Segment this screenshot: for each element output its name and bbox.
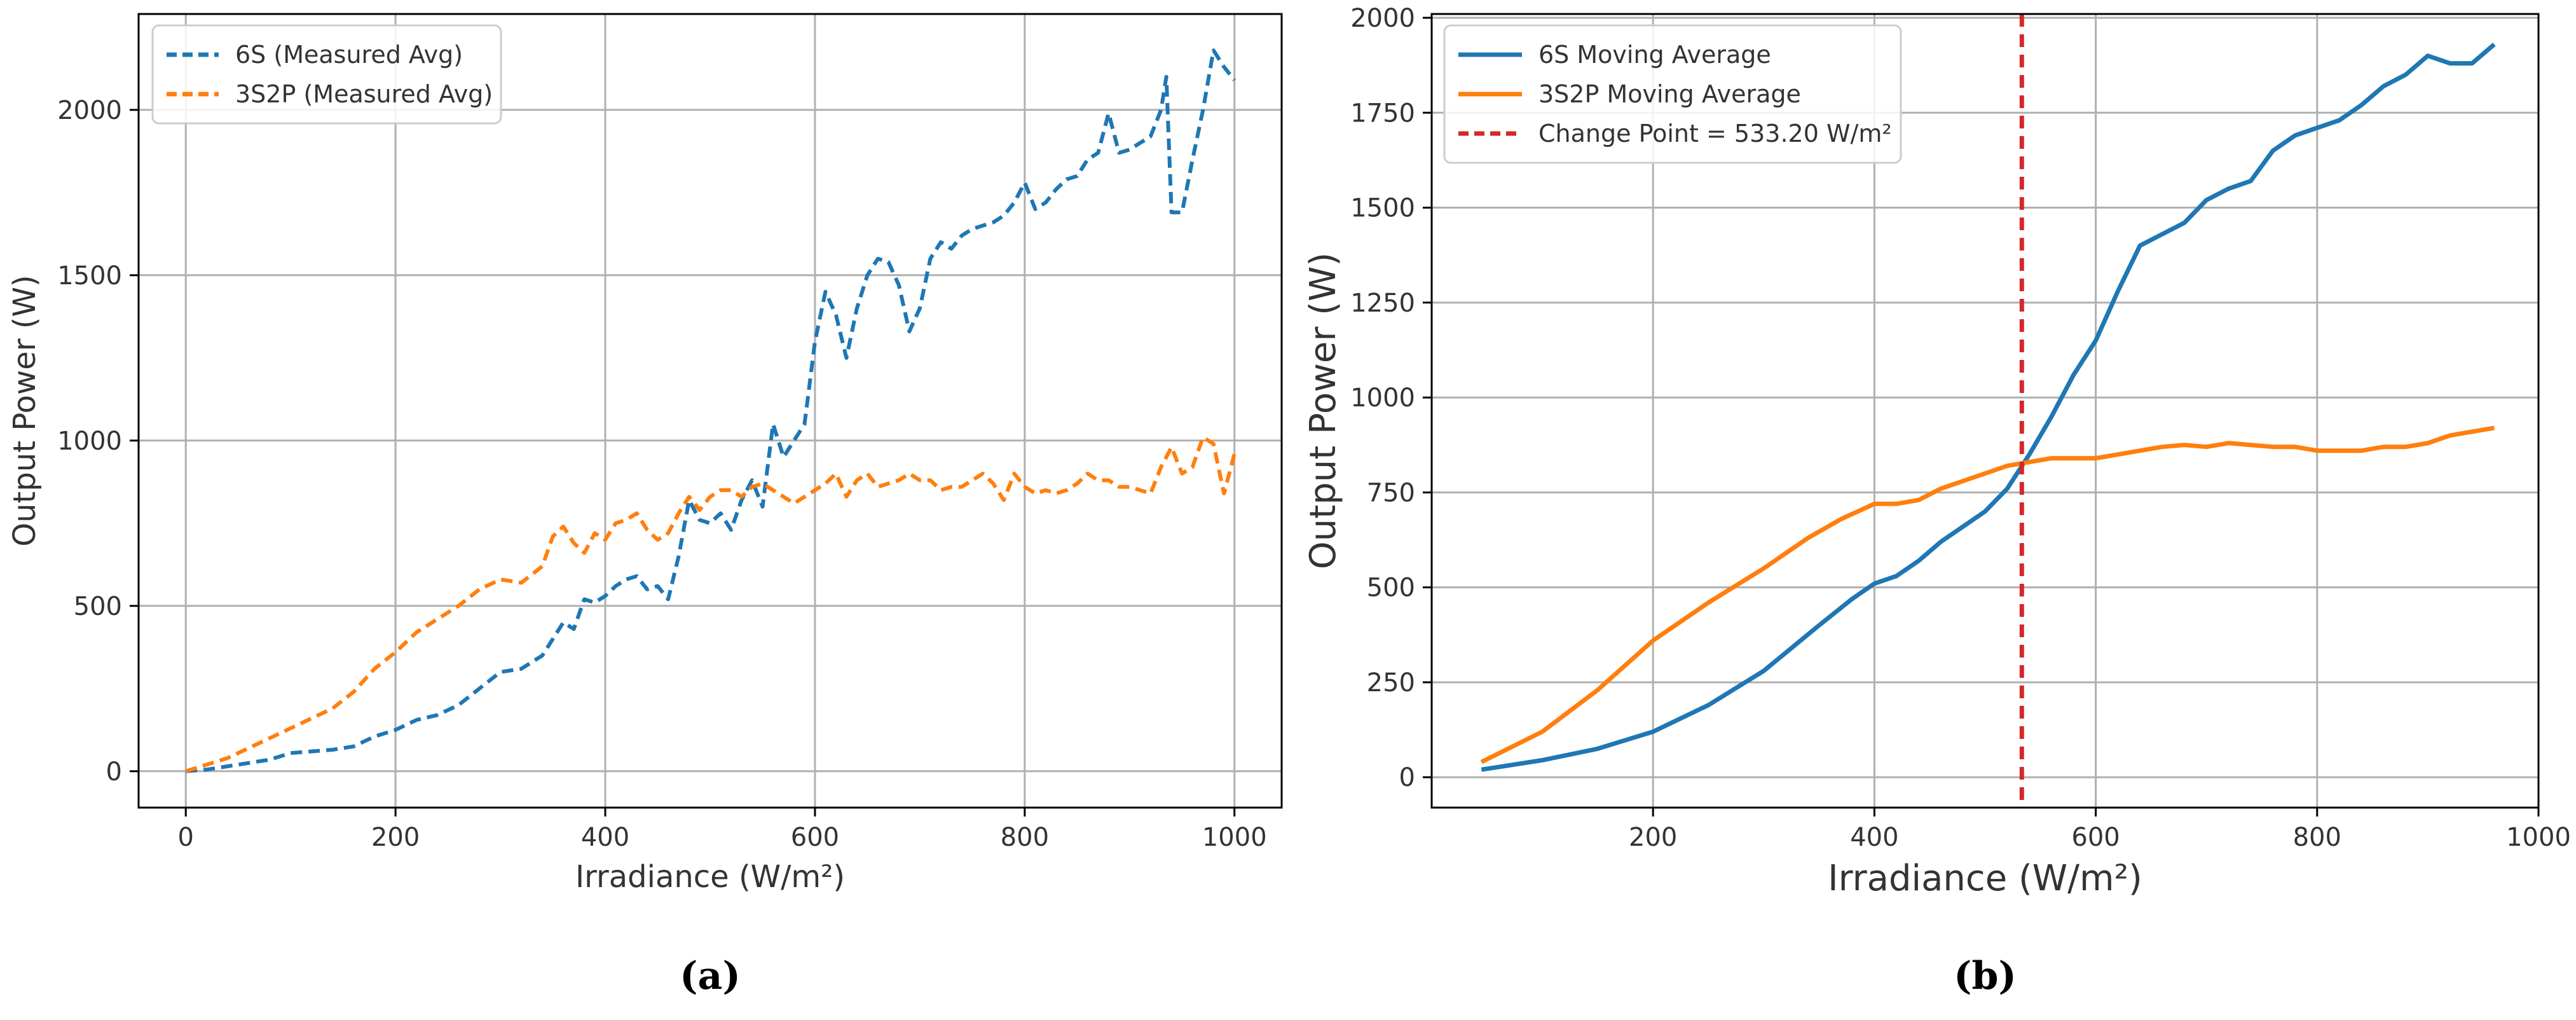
series-line-6s [1481,43,2496,772]
legend: 6S (Measured Avg) 3S2P (Measured Avg) [151,24,502,125]
panel-label: (a) [680,954,741,998]
y-tick-label: 500 [74,592,122,621]
y-axis-label: Output Power (W) [1303,252,1344,570]
y-tick-label: 0 [1399,763,1415,792]
series-line-3s2p [185,435,1237,773]
x-tick-label: 200 [371,823,420,852]
legend-label: 6S (Measured Avg) [235,41,463,69]
x-tick-label: 1000 [1202,823,1267,852]
x-tick-label: 600 [2071,823,2120,852]
y-tick-label: 2000 [57,96,122,125]
x-tick-label: 800 [2293,823,2341,852]
x-tick-label: 800 [1001,823,1049,852]
x-tick-label: 200 [1629,823,1677,852]
y-tick-label: 0 [106,757,122,787]
y-tick-label: 2000 [1350,4,1415,33]
x-tick-label: 1000 [2506,823,2571,852]
chart-panel-a: 0 200 400 600 800 1000 0 500 1000 1500 2000 Irradia… [7,13,1283,998]
y-tick-label: 250 [1367,668,1415,698]
plot-frame [137,13,1283,809]
legend-label: 3S2P Moving Average [1538,80,1801,108]
x-tick-label: 0 [178,823,194,852]
x-tick-label: 400 [581,823,629,852]
y-tick-label: 1000 [1350,383,1415,413]
legend-label: 3S2P (Measured Avg) [235,80,493,108]
y-tick-label: 1750 [1350,99,1415,128]
y-tick-label: 1000 [57,427,122,456]
y-tick-label: 1500 [1350,194,1415,223]
plot-frame [1430,13,2540,809]
chart-panel-b: 200 400 600 800 1000 0 250 500 750 1000 1250 1500 17… [1303,4,2571,998]
legend-label: 6S Moving Average [1538,41,1771,69]
legend-label: Change Point = 533.20 W/m² [1538,120,1892,148]
series-line-6s [185,48,1237,773]
y-tick-label: 1250 [1350,289,1415,318]
x-tick-label: 400 [1850,823,1898,852]
series-line-3s2p [1480,425,2495,764]
legend-box [151,24,502,125]
x-axis-label: Irradiance (W/m²) [1828,858,2142,899]
legend: 6S Moving Average 3S2P Moving Average Chan… [1443,24,1902,164]
x-tick-label: 600 [791,823,839,852]
y-axis-label: Output Power (W) [7,275,43,546]
x-axis-label: Irradiance (W/m²) [575,859,845,895]
y-tick-label: 1500 [57,261,122,291]
legend-box [1443,24,1902,164]
panel-label: (b) [1954,954,2017,998]
y-tick-label: 500 [1367,574,1415,603]
y-tick-label: 750 [1367,478,1415,507]
